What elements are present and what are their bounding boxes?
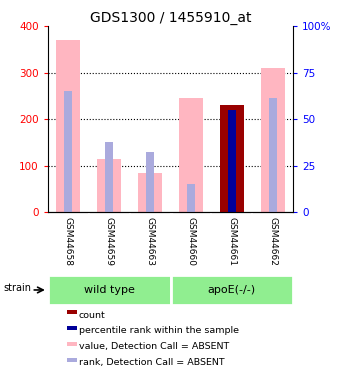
Text: GSM44659: GSM44659 (105, 217, 114, 266)
Bar (138, 172, 162, 212)
Text: GSM44662: GSM44662 (268, 217, 277, 266)
Text: GSM44661: GSM44661 (227, 217, 236, 266)
Bar (269, 98, 277, 212)
Bar (64, 91, 72, 212)
Bar (56, 40, 80, 212)
Bar (68, 326, 77, 330)
Bar (146, 152, 154, 212)
Text: apoE(-/-): apoE(-/-) (208, 285, 256, 295)
Bar (48, 275, 170, 305)
Text: GSM44660: GSM44660 (187, 217, 195, 266)
Bar (187, 184, 195, 212)
Text: GSM44658: GSM44658 (64, 217, 73, 266)
Text: GSM44663: GSM44663 (146, 217, 154, 266)
Text: value, Detection Call = ABSENT: value, Detection Call = ABSENT (79, 342, 229, 351)
Text: percentile rank within the sample: percentile rank within the sample (79, 327, 239, 336)
Bar (170, 275, 293, 305)
Bar (68, 310, 77, 314)
Bar (269, 184, 277, 212)
Text: rank, Detection Call = ABSENT: rank, Detection Call = ABSENT (79, 358, 224, 368)
Title: GDS1300 / 1455910_at: GDS1300 / 1455910_at (90, 11, 251, 25)
Bar (261, 68, 285, 212)
Bar (68, 358, 77, 362)
Bar (220, 105, 244, 212)
Text: wild type: wild type (84, 285, 135, 295)
Bar (179, 98, 203, 212)
Bar (105, 142, 113, 212)
Text: strain: strain (3, 283, 31, 293)
Bar (228, 110, 236, 212)
Text: count: count (79, 310, 106, 320)
Bar (68, 342, 77, 346)
Bar (97, 159, 121, 212)
